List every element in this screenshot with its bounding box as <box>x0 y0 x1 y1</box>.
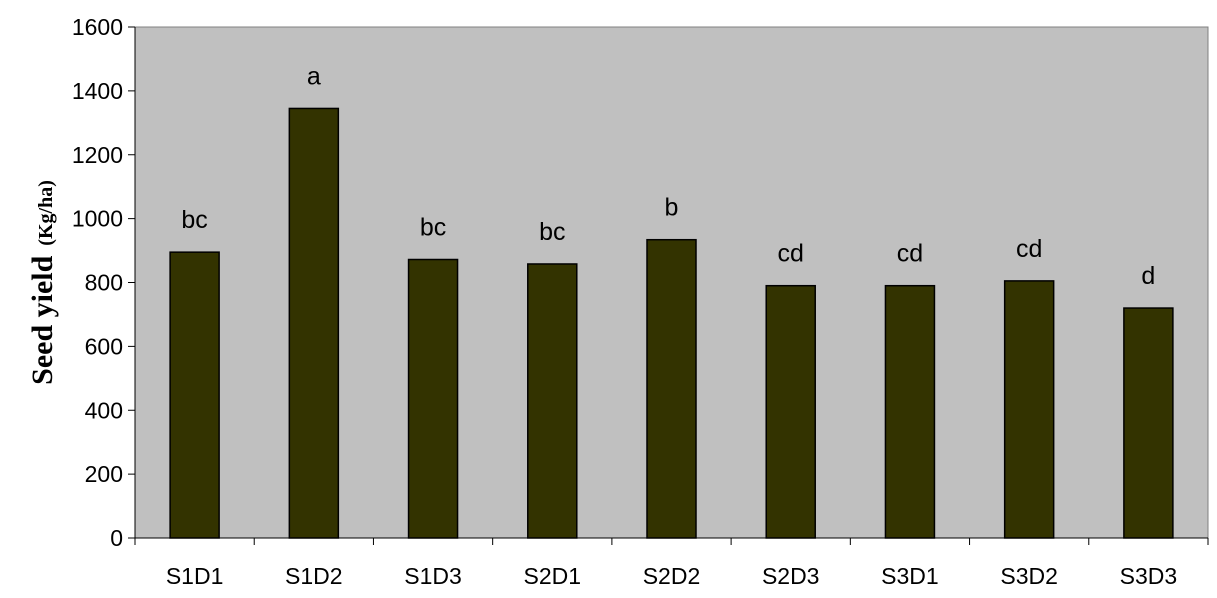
significance-letter: cd <box>897 240 923 268</box>
x-tick-label: S2D3 <box>762 563 820 589</box>
x-tick-label: S2D2 <box>643 563 701 589</box>
bars <box>169 107 1174 539</box>
y-tick-label: 1600 <box>72 14 123 40</box>
bar-s1d2 <box>288 107 340 539</box>
x-tick-label: S3D1 <box>881 563 939 589</box>
x-tick-label: S3D2 <box>1000 563 1058 589</box>
significance-letter: d <box>1141 262 1155 290</box>
y-axis-label-main: Seed yield <box>26 255 59 384</box>
x-tick-label: S1D2 <box>285 563 343 589</box>
x-tick-label: S3D3 <box>1120 563 1178 589</box>
significance-letters: bc a bc bc b cd cd cd d <box>181 62 1155 290</box>
significance-letter: cd <box>778 240 804 268</box>
y-axis-label-unit: (Kg/ha) <box>35 180 57 246</box>
bar-s1d1 <box>169 251 220 539</box>
y-axis: 0 200 400 600 800 1000 1200 1400 1600 <box>72 14 136 551</box>
bar-s2d1 <box>527 263 578 539</box>
y-tick-label: 200 <box>85 461 123 487</box>
y-tick-label: 800 <box>85 270 123 296</box>
bar-s1d3 <box>407 258 459 539</box>
significance-letter: bc <box>539 218 565 246</box>
bar-s2d3 <box>765 284 816 539</box>
y-tick-label: 0 <box>110 525 123 551</box>
significance-letter: bc <box>181 206 207 234</box>
bar-s3d3 <box>1123 307 1174 539</box>
y-tick-label: 400 <box>85 397 123 423</box>
x-tick-label: S2D1 <box>524 563 582 589</box>
bar-s3d1 <box>884 284 936 539</box>
y-axis-label: Seed yield (Kg/ha) <box>26 180 59 385</box>
x-tick-label: S1D1 <box>166 563 224 589</box>
significance-letter: bc <box>420 214 446 242</box>
x-tick-label: S1D3 <box>404 563 462 589</box>
significance-letter: a <box>307 62 321 90</box>
significance-letter: cd <box>1016 235 1042 263</box>
y-tick-label: 600 <box>85 333 123 359</box>
y-tick-label: 1200 <box>72 142 123 168</box>
x-axis: S1D1 S1D2 S1D3 S2D1 S2D2 S2D3 S3D1 S3D2 S3D3 <box>134 537 1209 589</box>
y-tick-label: 1000 <box>72 206 123 232</box>
y-tick-label: 1400 <box>72 78 123 104</box>
significance-letter: b <box>665 194 679 222</box>
bar-s3d2 <box>1003 280 1055 539</box>
bar-s2d2 <box>646 238 697 539</box>
